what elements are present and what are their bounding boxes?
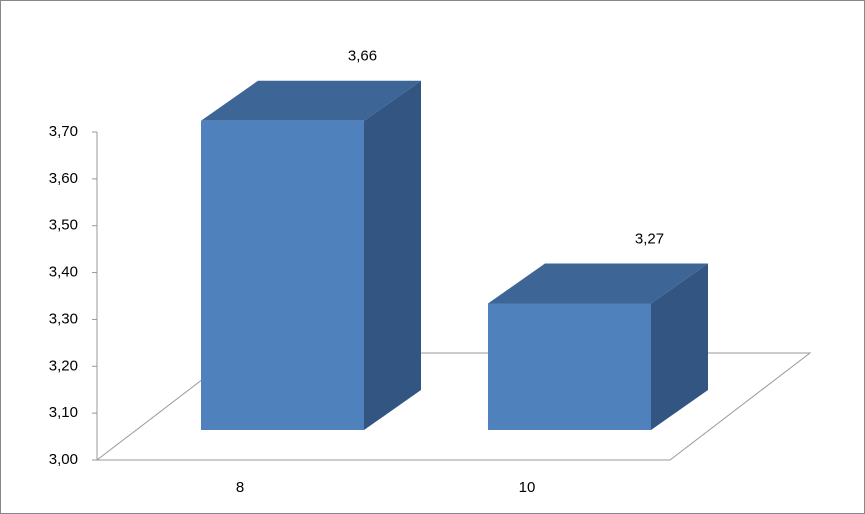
value-label: 3,66: [348, 48, 377, 65]
bar-top: [488, 263, 708, 304]
x-tick-label: 10: [519, 479, 536, 496]
y-tick-label: 3,40: [49, 264, 78, 281]
y-tick-label: 3,20: [49, 357, 78, 374]
bar-side: [364, 80, 421, 430]
bar-top: [201, 80, 421, 121]
y-tick-label: 3,10: [49, 404, 78, 421]
bar: [201, 120, 364, 430]
value-label: 3,27: [635, 230, 664, 247]
y-tick-label: 3,70: [49, 123, 78, 140]
y-tick-label: 3,50: [49, 217, 78, 234]
y-tick-label: 3,30: [49, 310, 78, 327]
x-tick-label: 8: [236, 479, 244, 496]
y-tick-label: 3,60: [49, 170, 78, 187]
y-tick-label: 3,00: [49, 451, 78, 468]
bar-side: [651, 263, 708, 430]
floor: [95, 352, 812, 461]
bar: [488, 303, 651, 430]
